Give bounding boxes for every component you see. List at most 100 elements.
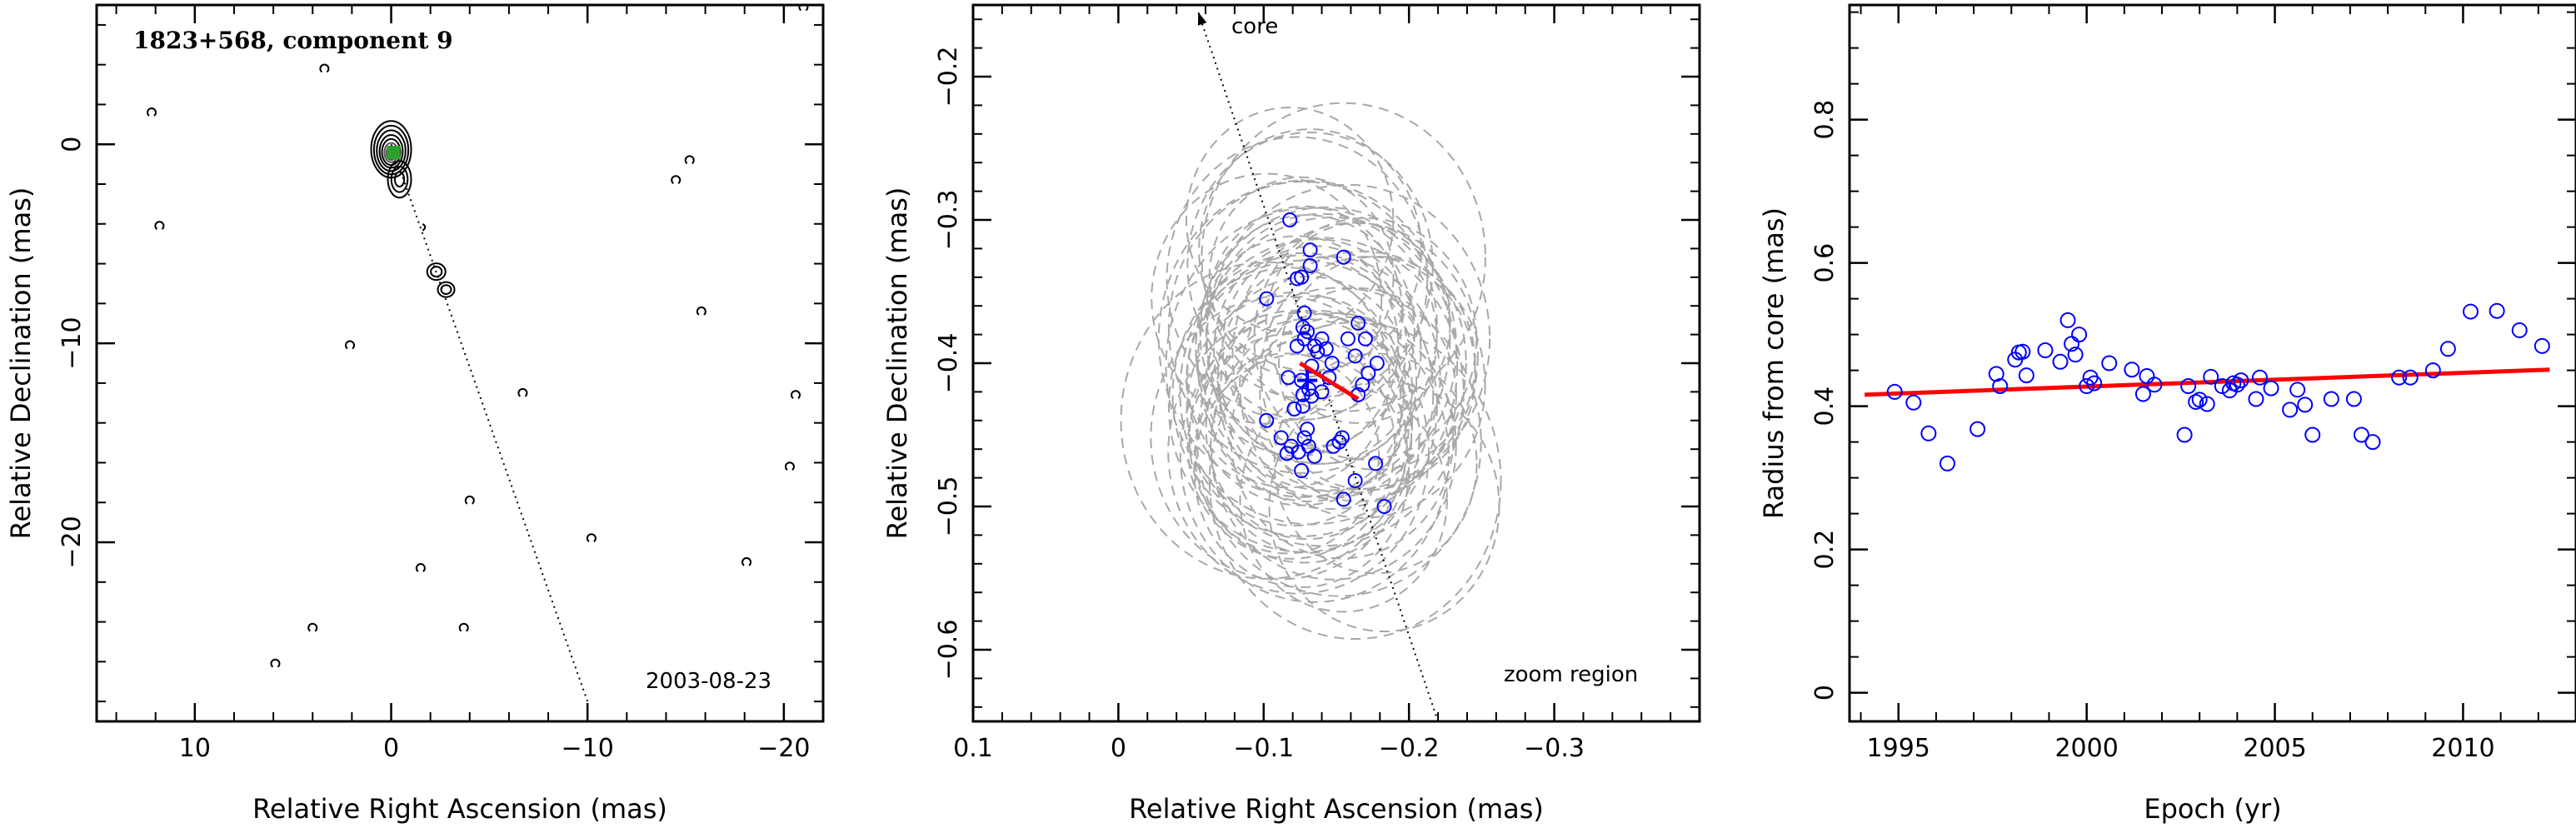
panel-2-error-ellipse	[1208, 176, 1395, 378]
panel-1-contour-island	[270, 658, 281, 668]
panel-3-data-point	[2534, 337, 2550, 354]
panel-3-data-point	[1939, 455, 1955, 471]
panel-3-data-point	[2289, 382, 2306, 398]
panel-1-clipped	[147, 5, 809, 702]
panel-2-error-ellipse	[1206, 212, 1438, 465]
panel-3-data-point	[2511, 322, 2528, 338]
panel-2-x-tick-label: −0.3	[1524, 734, 1585, 763]
panel-2-data-point	[1335, 491, 1351, 507]
panel-3-data-point	[2323, 391, 2339, 407]
panel-1-core-extension-contour	[387, 160, 412, 199]
panel-3-data-point	[2263, 380, 2279, 397]
panel-2-y-tick-label: −0.5	[934, 476, 963, 537]
panel-1-contour-island	[464, 495, 475, 505]
panel-2-core-annotation: core	[1231, 14, 1278, 39]
panel-3-data-point	[2124, 362, 2140, 378]
panel-1-y-tick-label: −20	[57, 516, 87, 568]
panel-1-contour-island	[696, 306, 706, 316]
panel-2-ticks: 0.1 0 −0.1 −0.2 −0.3 −0.2 −0.3 −0.4 −0.5 −0.6	[934, 5, 1700, 763]
panel-1-contour-island	[307, 622, 318, 632]
panel-2-error-ellipse	[1120, 261, 1414, 580]
panel-2-y-tick-label: −0.2	[934, 47, 963, 107]
panel-1-contour-island	[784, 461, 795, 471]
panel-2-data-point	[1360, 366, 1376, 382]
panel-2-x-tick-label: 0.1	[953, 734, 993, 763]
panel-1-contour-island	[345, 340, 355, 350]
panel-2-data-point	[1295, 398, 1310, 414]
panel-3-data-point	[2079, 378, 2095, 395]
panel-2-error-ellipse	[1278, 256, 1476, 471]
panel-2-error-ellipse	[1273, 352, 1478, 575]
panel-3-data-point	[2139, 367, 2155, 384]
panel-3-radius-vs-epoch: 1995 2000 2005 2010 0 0.2 0.4 0.6 0.8 Epoch (yr)…	[1758, 3, 2576, 825]
panel-3-data-point	[2233, 372, 2249, 389]
panel-2-y-axis-label: Relative Declination (mas)	[881, 187, 913, 540]
panel-3-data-point	[2364, 434, 2381, 451]
panel-2-data-point	[1347, 473, 1363, 489]
panel-1-x-axis-label: Relative Right Ascension (mas)	[252, 793, 667, 825]
panel-3-data-point	[2439, 341, 2456, 357]
panel-2-motion-vector	[1299, 361, 1360, 402]
panel-3-data-point	[2391, 369, 2408, 386]
panel-1-ticks: 10 0 −10 −20 0 −10 −20	[57, 5, 824, 763]
panel-3-plot-area	[1864, 302, 2550, 471]
panel-1-core-contour	[376, 129, 407, 172]
panel-2-data-point	[1350, 315, 1366, 331]
panel-2-data-point	[1376, 499, 1392, 514]
panel-3-data-point	[2191, 392, 2208, 408]
panel-3-data-point	[2018, 367, 2034, 384]
panel-1-jet-knot-contour	[426, 262, 447, 282]
panel-3-frame	[1848, 3, 2576, 723]
panel-3-data-point	[2014, 343, 2031, 360]
panel-3-data-point	[2282, 402, 2299, 418]
panel-2-zoom-scatter: 0.1 0 −0.1 −0.2 −0.3 −0.2 −0.3 −0.4 −0.5 −0.6 cor…	[881, 3, 1701, 825]
panel-2-error-ellipse	[1230, 316, 1455, 560]
panel-2-frame	[971, 3, 1701, 723]
panel-2-data-point	[1279, 446, 1295, 461]
panel-1-contour-island	[798, 5, 809, 12]
panel-2-y-tick-label: −0.3	[934, 190, 963, 251]
panel-1-y-tick-label: −10	[57, 317, 87, 369]
panel-2-data-point	[1334, 430, 1350, 446]
panel-2-data-point	[1304, 388, 1320, 404]
panel-2-error-ellipse	[1193, 353, 1410, 588]
panel-3-data-point	[2214, 378, 2230, 395]
panel-3-data-point	[1992, 378, 2009, 395]
panel-3-data-point	[2251, 369, 2268, 386]
panel-1-plot-area	[147, 5, 809, 702]
panel-2-error-ellipse	[1186, 332, 1396, 560]
panel-3-data-point	[2304, 426, 2321, 443]
panel-2-data-point	[1302, 258, 1318, 274]
panel-2-data-point	[1273, 430, 1289, 446]
panel-3-data-point	[2059, 312, 2076, 328]
panel-2-error-ellipse	[1199, 214, 1415, 450]
panel-3-data-point	[1920, 425, 1937, 441]
panel-3-data-point	[2297, 397, 2314, 413]
panel-1-title: 1823+568, component 9	[133, 27, 453, 54]
panel-2-error-ellipse	[1208, 322, 1502, 641]
panel-2-data-point	[1300, 324, 1315, 340]
panel-1-y-axis-label: Relative Declination (mas)	[5, 187, 37, 540]
panel-3-data-point	[1905, 394, 1922, 411]
panel-3-y-tick-label: 0.6	[1810, 243, 1840, 283]
panel-1-date-annotation: 2003-08-23	[646, 669, 771, 694]
panel-3-y-axis-label: Radius from core (mas)	[1758, 207, 1790, 519]
panel-2-error-ellipse	[1196, 287, 1482, 597]
panel-1-jet-fragment-contour	[422, 222, 427, 232]
panel-3-data-point	[2037, 342, 2054, 359]
panel-2-x-tick-label: −0.1	[1233, 734, 1294, 763]
panel-1-x-tick-label: −10	[562, 734, 614, 763]
panel-1-jet-knot-contour	[437, 281, 456, 298]
panel-2-error-ellipse	[1150, 295, 1413, 581]
panel-3-data-point	[2489, 302, 2505, 319]
panel-1-core-extension-contour	[393, 171, 406, 188]
panel-2-data-point	[1295, 387, 1310, 402]
panel-3-data-point	[2067, 347, 2084, 363]
panel-1-jet-axis-line	[390, 143, 589, 702]
panel-1-core-contours	[370, 120, 412, 199]
panel-1-contour-island	[154, 221, 165, 230]
panel-1-core-extension-contour	[390, 165, 409, 193]
panel-3-data-point	[2353, 426, 2369, 443]
panel-3-y-tick-label: 0.2	[1810, 530, 1840, 570]
